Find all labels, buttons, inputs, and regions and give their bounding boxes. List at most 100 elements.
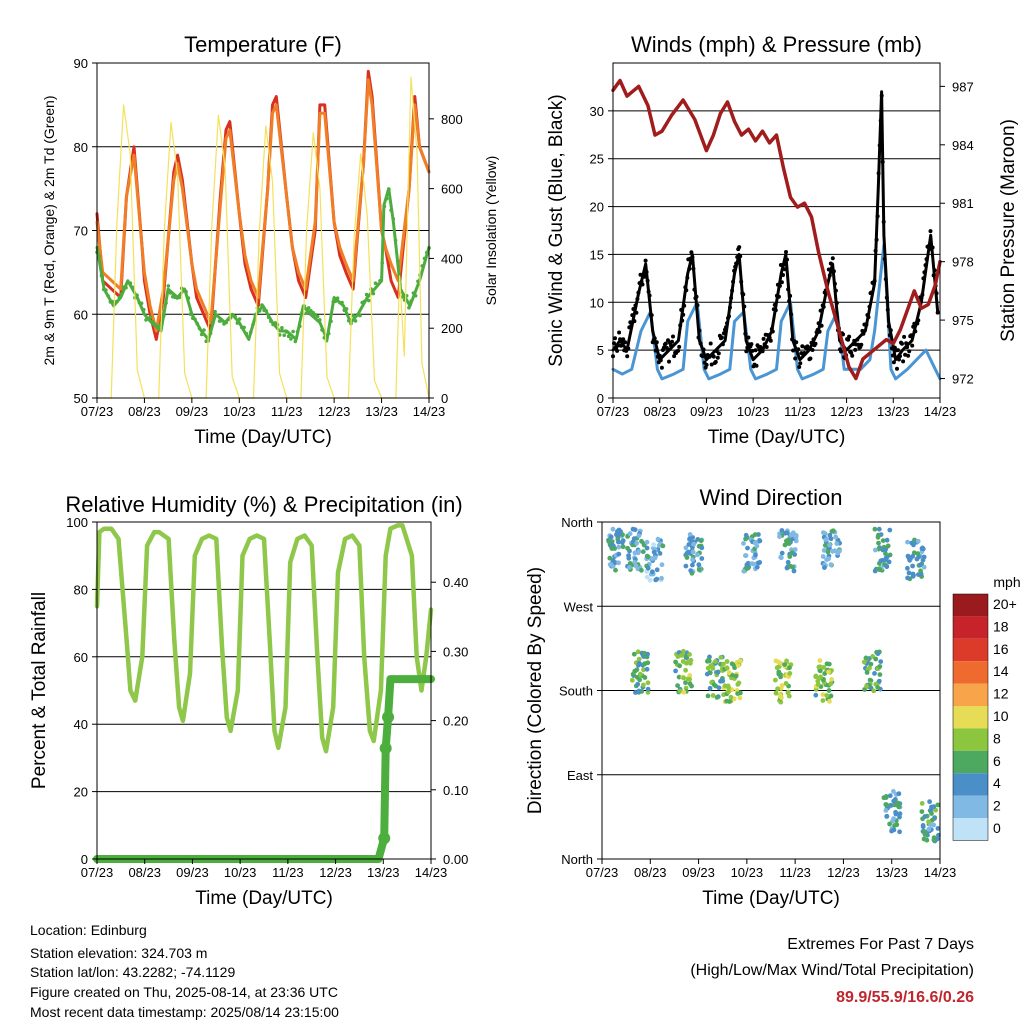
direction-point [687,536,693,542]
winds-marker-gust [741,292,746,297]
humidity-y-tick-label: 40 [74,717,88,732]
direction-point [616,539,621,545]
temperature-marker-td2m [353,319,358,323]
winds-title: Winds (mph) & Pressure (mb) [631,32,922,57]
winds-marker-gust [906,353,911,358]
winds-marker-gust [851,342,856,347]
direction-point [877,672,883,677]
winds-marker-gust [630,313,635,318]
temperature-marker-td2m [215,313,220,318]
direction-point [714,695,720,700]
winds-marker-gust [685,275,690,280]
winds-marker-gust [909,333,914,338]
winds-marker-gust [634,310,639,315]
direction-point [705,665,711,671]
direction-point [928,807,934,813]
winds-marker-gust [882,257,887,261]
direction-point [784,530,790,536]
direction-point [820,698,826,703]
winds-marker-gust [817,329,822,334]
direction-point [732,665,737,671]
direction-point [775,659,781,665]
winds-marker-gust [866,315,871,320]
direction-point [651,542,656,548]
direction-point [787,665,792,671]
colorbar-swatch [953,750,988,774]
temperature-y2-tick-label: 400 [441,251,463,266]
winds-marker-gust [690,255,695,259]
winds-marker-gust [729,296,734,300]
winds-marker-gust [859,342,864,347]
colorbar-swatch [953,661,988,684]
winds-marker-gust [716,351,721,356]
direction-point [735,663,741,668]
humidity-x-tick-label: 12/23 [319,865,352,880]
winds-marker-gust [762,342,767,347]
direction-point [683,667,688,673]
direction-point [683,680,688,686]
direction-point [729,661,735,667]
direction-point [779,695,784,700]
temperature-y-tick-label: 70 [74,224,88,239]
winds-marker-gust [761,336,766,341]
direction-point [773,690,779,696]
direction-point [828,536,834,542]
direction-point [821,665,827,670]
direction-point [786,693,792,699]
temperature-y-tick-label: 90 [74,56,88,71]
direction-point [688,657,694,663]
winds-marker-gust [932,268,937,273]
temperature-marker-td2m [320,328,324,332]
winds-marker-gust [758,345,763,349]
winds-marker-gust [922,270,927,275]
winds-marker-gust [753,348,758,353]
temperature-y2-tick-label: 600 [441,182,463,197]
direction-point [676,674,682,680]
winds-marker-gust [730,288,735,293]
colorbar-label: 0 [993,820,1001,836]
temperature-x-tick-label: 08/23 [128,404,161,419]
temperature-marker-td2m [115,299,119,304]
colorbar-label: 4 [993,775,1001,791]
temperature-marker-td2m [364,292,369,297]
winds-marker-gust [808,356,813,361]
direction-point [872,526,878,532]
humidity-y2-tick-label: 0.10 [443,783,468,798]
direction-point [657,551,663,556]
direction-point [887,527,893,533]
direction-point [891,827,897,833]
winds-marker-gust [827,273,832,278]
winds-marker-gust [887,333,892,338]
winds-marker-gust [872,278,877,283]
winds-marker-gust [921,276,926,281]
colorbar-swatch [953,638,988,662]
winds-marker-gust [839,349,843,354]
winds-marker-gust [684,288,689,293]
winds-marker-gust [692,287,697,292]
winds-marker-gust [735,255,740,259]
temperature-marker-td2m [295,329,300,334]
direction-xlabel: Time (Day/UTC) [702,888,840,909]
direction-point [926,826,932,832]
winds-marker-gust [901,359,906,364]
temperature-marker-td2m [97,254,101,258]
temperature-marker-td2m [387,187,391,192]
direction-point [654,567,660,573]
winds-marker-gust [768,338,773,343]
winds-y-tick-label: 15 [590,247,604,262]
winds-marker-gust [715,355,720,360]
direction-point [906,570,912,576]
direction-point [884,564,890,569]
direction-point [875,685,881,690]
direction-point [707,685,713,691]
direction-point [897,811,903,817]
winds-marker-gust [852,338,857,343]
temperature-marker-td2m [318,318,322,322]
direction-point [724,698,729,704]
direction-point [647,577,653,583]
winds-marker-gust [653,348,658,353]
direction-point [834,541,840,546]
humidity-ylabel: Percent & Total Rainfall [29,592,50,789]
winds-marker-gust [898,354,902,359]
direction-point [887,793,893,799]
